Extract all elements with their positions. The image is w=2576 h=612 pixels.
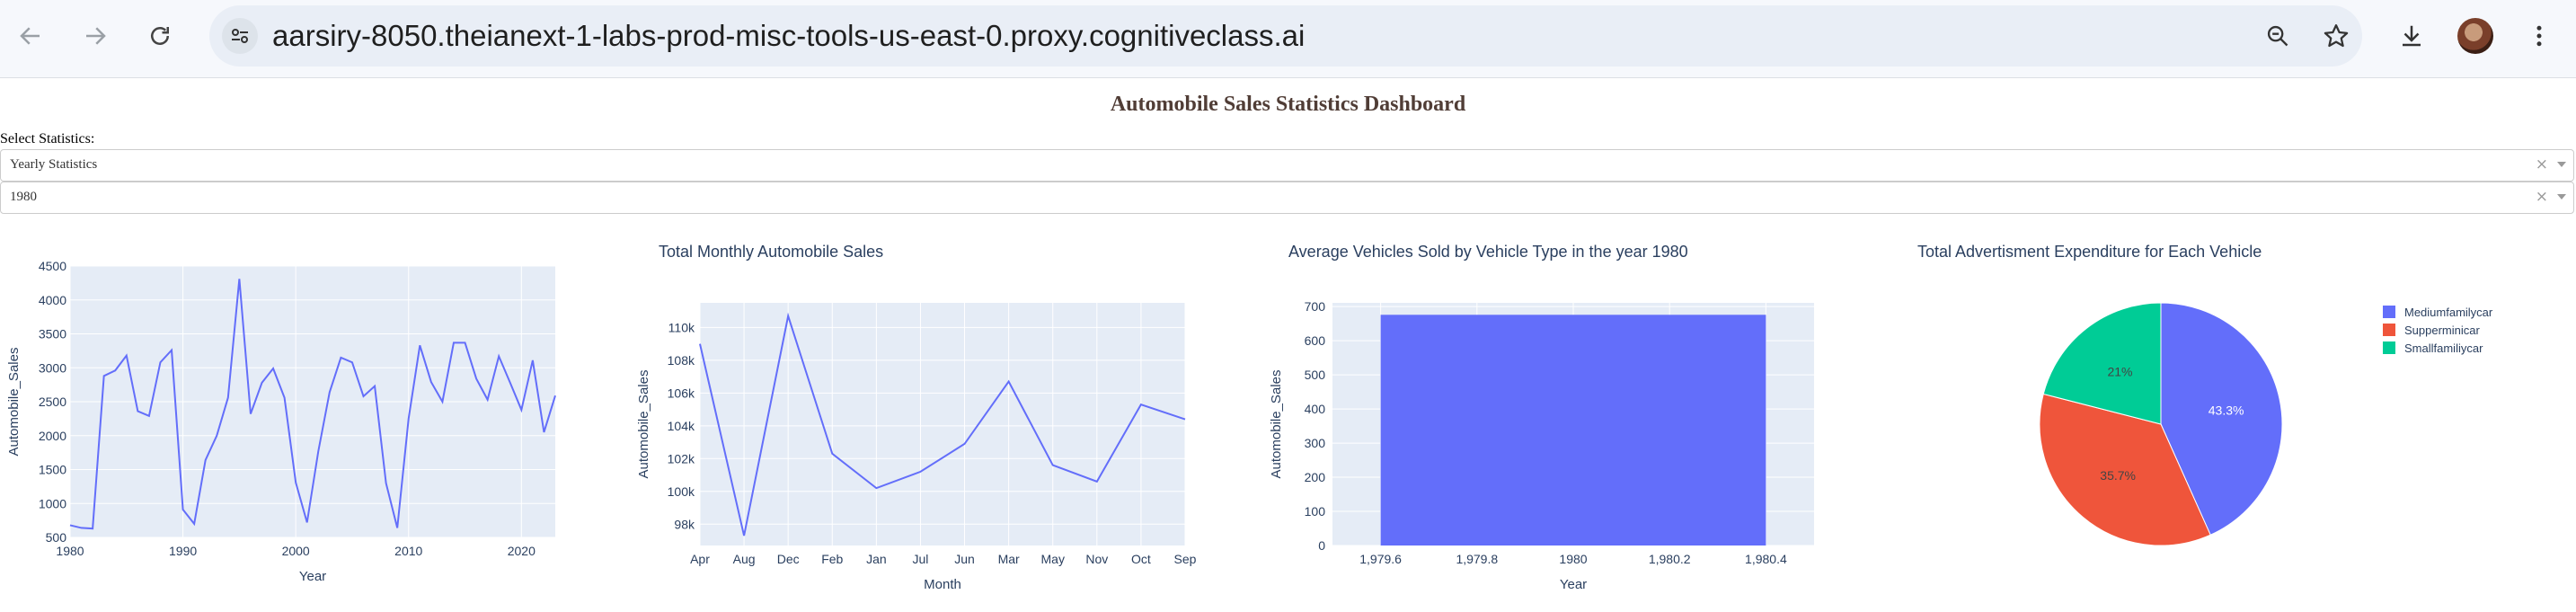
legend-label: Smallfamiliycar (2404, 341, 2483, 355)
y-tick-label: 110k (668, 320, 695, 334)
y-tick-label: 3500 (39, 327, 66, 341)
y-axis-label: Automobile_Sales (1269, 370, 1284, 479)
x-tick-label: 1990 (169, 544, 197, 558)
x-tick-label: 1980 (56, 544, 84, 558)
y-tick-label: 2000 (39, 429, 66, 443)
slice-label: 43.3% (2209, 403, 2244, 417)
monthly-sales-line-chart[interactable]: Total Monthly Automobile Sales 98k 100k 102… (629, 236, 1204, 605)
y-tick-label: 100k (668, 484, 695, 499)
x-axis-label: Year (1560, 577, 1587, 592)
y-axis-label: Automobile_Sales (636, 370, 651, 479)
chart-title: Total Monthly Automobile Sales (659, 243, 883, 261)
clear-statistics-icon[interactable]: × (2535, 155, 2548, 173)
dashboard-page: Automobile Sales Statistics Dashboard Se… (0, 78, 2576, 612)
back-arrow-icon[interactable] (13, 18, 49, 54)
dropdown-arrow-icon[interactable] (2557, 162, 2566, 167)
chart-title: Average Vehicles Sold by Vehicle Type in… (1288, 243, 1688, 261)
page-title: Automobile Sales Statistics Dashboard (1110, 93, 1466, 116)
year-dropdown-value: 1980 (10, 190, 37, 204)
x-tick-label: 1,979.8 (1456, 552, 1498, 566)
site-settings-icon[interactable] (222, 18, 258, 54)
y-tick-label: 102k (668, 451, 695, 466)
y-tick-label: 98k (674, 517, 695, 531)
x-tick-label: Feb (821, 552, 843, 566)
series-line (69, 279, 556, 530)
legend-swatch (2383, 306, 2395, 318)
y-tick-label: 4500 (39, 259, 66, 273)
x-tick-label: 1,980.4 (1745, 552, 1787, 566)
x-tick-label: Sep (1174, 552, 1197, 566)
forward-arrow-icon[interactable] (77, 18, 113, 54)
y-axis-label: Automobile_Sales (6, 348, 22, 457)
bookmark-star-icon[interactable] (2318, 18, 2354, 54)
clear-year-icon[interactable]: × (2535, 188, 2548, 206)
y-tick-label: 0 (1318, 538, 1325, 553)
profile-avatar[interactable] (2457, 18, 2493, 54)
y-tick-label: 100 (1305, 504, 1326, 519)
y-tick-label: 300 (1305, 436, 1326, 450)
browser-toolbar: aarsiry-8050.theianext-1-labs-prod-misc-… (0, 0, 2576, 78)
reload-icon[interactable] (142, 18, 178, 54)
plot-area (700, 303, 1185, 545)
x-tick-label: Dec (777, 552, 800, 566)
x-tick-label: Nov (1085, 552, 1108, 566)
x-axis-label: Year (299, 569, 326, 584)
x-tick-label: 2000 (282, 544, 310, 558)
yearly-sales-line-chart[interactable]: 500 1000 1500 2000 2500 3000 3500 4000 4500 1980 1… (0, 236, 575, 605)
download-icon[interactable] (2394, 18, 2430, 54)
x-tick-label: 2020 (508, 544, 536, 558)
ad-expenditure-pie-chart[interactable]: Total Advertisment Expenditure for Each … (1896, 236, 2576, 605)
x-tick-label: Mar (998, 552, 1020, 566)
pie-slice (2042, 302, 2162, 425)
slice-label: 35.7% (2100, 468, 2136, 483)
x-tick-label: Jun (954, 552, 975, 566)
x-tick-label: Apr (690, 552, 710, 566)
y-tick-label: 500 (46, 530, 67, 545)
legend-label: Supperminicar (2404, 324, 2480, 337)
statistics-dropdown[interactable]: Yearly Statistics × (0, 149, 2574, 182)
url-text[interactable]: aarsiry-8050.theianext-1-labs-prod-misc-… (272, 19, 1306, 52)
chart-title: Total Advertisment Expenditure for Each … (1917, 243, 2262, 261)
x-tick-label: Jan (866, 552, 887, 566)
y-tick-label: 104k (668, 419, 695, 433)
y-tick-label: 600 (1305, 333, 1326, 348)
x-tick-label: Aug (733, 552, 756, 566)
legend-swatch (2383, 341, 2395, 354)
pie-slice (2160, 302, 2283, 536)
y-tick-label: 106k (668, 386, 695, 400)
y-tick-label: 1500 (39, 463, 66, 477)
x-tick-label: 1,979.6 (1359, 552, 1402, 566)
legend-swatch (2383, 324, 2395, 336)
y-tick-label: 4000 (39, 293, 66, 307)
y-tick-label: 1000 (39, 496, 66, 510)
x-axis-label: Month (924, 577, 961, 592)
y-tick-label: 700 (1305, 299, 1326, 314)
y-tick-label: 200 (1305, 470, 1326, 484)
x-tick-label: Oct (1131, 552, 1151, 566)
pie-slice (2039, 393, 2211, 546)
select-statistics-label: Select Statistics: (0, 131, 95, 146)
address-bar[interactable]: aarsiry-8050.theianext-1-labs-prod-misc-… (209, 5, 2362, 67)
legend-label: Mediumfamilycar (2404, 306, 2493, 319)
y-tick-label: 400 (1305, 402, 1326, 416)
series-line (699, 312, 1186, 537)
year-dropdown[interactable]: 1980 × (0, 182, 2574, 214)
statistics-dropdown-value: Yearly Statistics (10, 157, 98, 172)
zoom-out-icon[interactable] (2260, 18, 2296, 54)
x-tick-label: 1980 (1559, 552, 1587, 566)
y-tick-label: 500 (1305, 368, 1326, 382)
x-tick-label: Jul (913, 552, 929, 566)
x-tick-label: 2010 (394, 544, 422, 558)
y-tick-label: 3000 (39, 360, 66, 375)
slice-label: 21% (2107, 364, 2132, 378)
bar (1380, 315, 1766, 545)
vehicle-type-bar-chart[interactable]: Average Vehicles Sold by Vehicle Type in… (1258, 236, 1833, 605)
x-tick-label: May (1041, 552, 1065, 566)
more-options-icon[interactable] (2521, 18, 2557, 54)
y-tick-label: 108k (668, 353, 695, 368)
x-tick-label: 1,980.2 (1649, 552, 1691, 566)
dropdown-arrow-icon[interactable] (2557, 194, 2566, 200)
y-tick-label: 2500 (39, 395, 66, 409)
